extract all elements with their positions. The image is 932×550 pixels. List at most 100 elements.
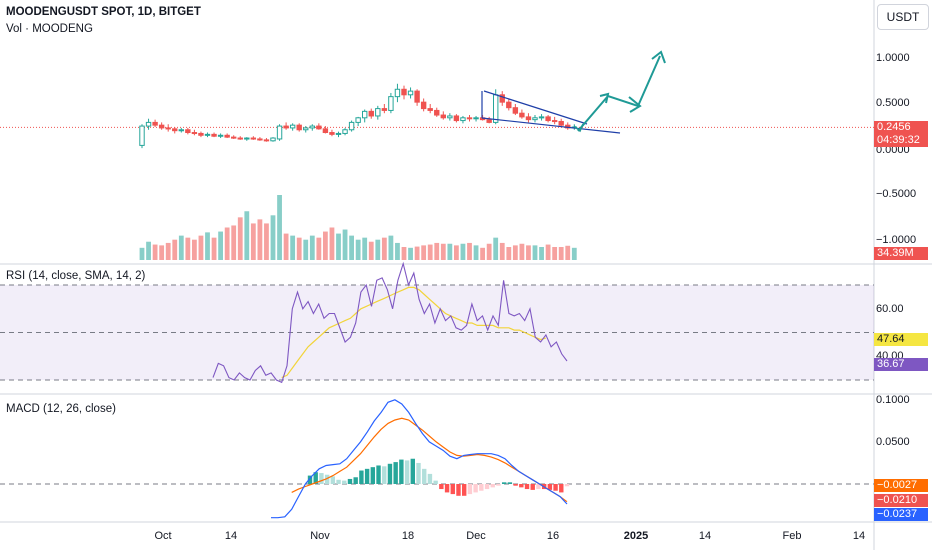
macd-histogram-bar — [553, 484, 558, 491]
candle-body — [381, 108, 388, 111]
candle-body — [473, 117, 479, 120]
macd-histogram-bar — [342, 480, 347, 484]
price-axis-label: 0.0000 — [876, 144, 910, 156]
volume-bar — [408, 247, 413, 260]
macd-histogram-bar — [559, 484, 564, 493]
volume-bar — [512, 245, 518, 260]
candle-body — [289, 124, 296, 129]
time-axis-label: Nov — [310, 530, 330, 542]
macd-histogram-bar — [364, 468, 370, 484]
volume-bar — [355, 239, 361, 260]
candle-body — [388, 96, 394, 111]
volume-bar — [316, 237, 322, 260]
candle-body — [335, 132, 342, 135]
volume-bar — [218, 231, 223, 260]
macd-histogram-bar — [353, 477, 358, 484]
candle-body — [231, 136, 237, 139]
volume-bar — [277, 195, 282, 260]
volume-bar — [211, 237, 217, 260]
candle-body — [532, 117, 538, 121]
volume-bar — [454, 245, 459, 260]
macd-histogram-bar — [313, 472, 318, 484]
macd-signal-badge: −0.0210 — [874, 494, 928, 507]
volume-bar — [558, 247, 564, 260]
candle-body — [434, 109, 440, 116]
candle-body — [407, 90, 414, 96]
volume-bar — [178, 235, 184, 260]
candle-body — [263, 139, 270, 142]
macd-histogram-bar — [530, 484, 535, 490]
candle-body — [506, 101, 512, 109]
candle-body — [276, 125, 283, 140]
volume-bar — [237, 217, 243, 260]
macd-histogram-bar — [519, 484, 524, 488]
volume-bar — [146, 241, 151, 260]
volume-bar — [303, 239, 309, 260]
macd-histogram-bar — [439, 484, 444, 490]
countdown-badge: 04:39:32 — [874, 134, 928, 147]
candle-body — [283, 125, 289, 129]
macd-histogram-bar — [427, 473, 433, 484]
volume-bar — [362, 237, 368, 260]
macd-title: MACD (12, 26, close) — [6, 403, 116, 415]
price-axis-label: −1.0000 — [876, 234, 917, 246]
candle-body — [257, 138, 263, 141]
candle-body — [158, 124, 165, 129]
candle-body — [558, 120, 564, 126]
volume-bar — [499, 242, 505, 260]
candle-body — [217, 134, 224, 137]
candle-body — [551, 120, 558, 123]
volume-bar — [264, 223, 269, 260]
volume-bar — [342, 229, 348, 260]
volume-bar — [139, 247, 145, 260]
candle-body — [394, 88, 401, 98]
volume-bar — [205, 232, 210, 260]
macd-histogram-bar — [410, 458, 415, 484]
candle-body — [185, 129, 191, 134]
macd-histogram-bar — [404, 460, 410, 484]
volume-bar — [434, 242, 440, 260]
macd-histogram-bar — [473, 484, 478, 493]
volume-bar — [152, 244, 158, 260]
macd-histogram-bar — [324, 474, 330, 484]
volume-bar — [165, 242, 171, 260]
candle-body — [355, 117, 361, 123]
candle-body — [211, 133, 217, 137]
currency-button[interactable]: USDT — [877, 4, 929, 30]
time-axis-label: Oct — [154, 530, 172, 542]
macd-histogram-bar — [359, 470, 364, 484]
candle-body — [460, 117, 466, 122]
time-axis-label: Feb — [782, 530, 802, 542]
rsi-value-badge: 36.67 — [874, 358, 928, 371]
macd-histogram-bar — [444, 484, 450, 493]
macd-histogram-bar — [513, 484, 518, 486]
candle-body — [250, 137, 257, 140]
volume-bar — [473, 245, 479, 260]
volume-bar — [349, 235, 354, 260]
candle-body — [466, 117, 473, 120]
candle-body — [152, 121, 158, 126]
last-price-badge: 0.2456 — [874, 121, 928, 134]
macd-line — [271, 399, 568, 519]
candle-body — [237, 137, 243, 140]
macd-signal-line — [291, 417, 568, 503]
volume-bar — [224, 227, 230, 260]
macd-histogram-bar — [376, 465, 381, 484]
volume-bar — [395, 242, 400, 260]
candle-body — [204, 133, 211, 136]
volume-bar — [414, 246, 420, 260]
volume-bar — [388, 235, 394, 260]
macd-axis-label: 0.1000 — [876, 394, 910, 406]
time-axis-label: 14 — [224, 530, 238, 542]
volume-bar — [368, 241, 374, 260]
macd-histogram-bar — [370, 467, 376, 484]
volume-bar — [336, 233, 341, 260]
candle-body — [309, 125, 316, 129]
macd-histogram-bar — [336, 479, 341, 484]
macd-histogram-bar — [307, 475, 313, 484]
macd-histogram-bar — [507, 482, 513, 484]
volume-bar — [421, 245, 427, 260]
volume-bar — [172, 239, 178, 260]
